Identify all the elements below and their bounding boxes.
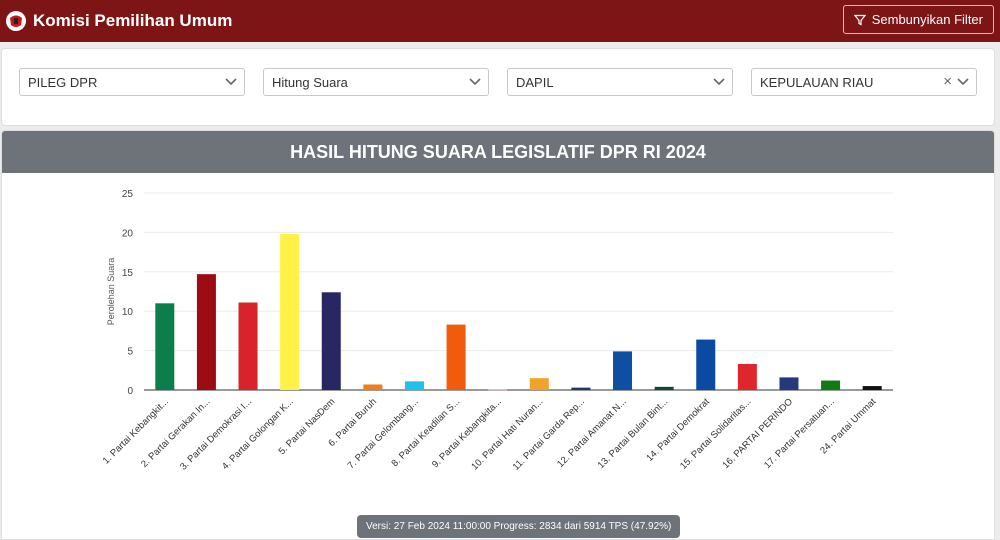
x-tick-label: 17. Partai Persatuan...	[762, 396, 837, 471]
bar-4	[280, 233, 300, 390]
x-tick-label: 4. Partai Golongan K...	[220, 396, 296, 472]
election-select[interactable]: PILEG DPR	[19, 68, 245, 96]
chart-card: HASIL HITUNG SUARA LEGISLATIF DPR RI 202…	[1, 130, 995, 540]
chart-title: HASIL HITUNG SUARA LEGISLATIF DPR RI 202…	[290, 141, 706, 162]
x-tick-label: 10. Partai Hati Nuran...	[469, 396, 545, 472]
bar-13	[654, 386, 674, 390]
level-select-value: DAPIL	[516, 74, 554, 90]
region-select-value: KEPULAUAN RIAU	[760, 74, 874, 90]
bar-3	[238, 302, 258, 390]
clear-icon[interactable]: ×	[943, 73, 952, 90]
bar-8	[446, 324, 466, 390]
y-tick-label: 20	[122, 228, 134, 239]
bar-2	[196, 274, 216, 390]
chevron-down-icon	[225, 78, 237, 86]
bar-15	[737, 363, 757, 390]
version-badge: Versi: 27 Feb 2024 11:00:00 Progress: 28…	[357, 515, 681, 538]
bar-11	[571, 387, 591, 390]
election-select-value: PILEG DPR	[28, 74, 98, 90]
y-axis-label: Perolehan Suara	[106, 258, 116, 326]
bar-6	[363, 384, 383, 390]
level-select[interactable]: DAPIL	[507, 68, 733, 96]
chevron-down-icon	[469, 78, 481, 86]
bar-5	[321, 292, 341, 390]
bar-16	[779, 377, 799, 390]
x-tick-label: 11. Partai Garda Rep...	[511, 396, 587, 472]
y-tick-label: 25	[122, 189, 134, 200]
bar-7	[404, 381, 424, 390]
x-tick-label: 15. Partai Solidaritas...	[678, 396, 753, 471]
chart-header: HASIL HITUNG SUARA LEGISLATIF DPR RI 202…	[2, 131, 994, 173]
y-tick-label: 0	[127, 386, 133, 397]
x-tick-label: 3. Partai Demokrasi I...	[178, 396, 254, 472]
x-tick-label: 7. Partai Gelombang...	[346, 396, 421, 471]
y-tick-label: 15	[122, 268, 134, 279]
filter-panel: PILEG DPR Hitung Suara DAPIL KEPULAUAN R…	[1, 48, 995, 126]
top-bar: Komisi Pemilihan Umum Sembunyikan Filter	[0, 0, 1000, 42]
region-select[interactable]: KEPULAUAN RIAU ×	[751, 68, 977, 96]
x-tick-label: 16. PARTAI PERINDO	[720, 396, 795, 471]
y-tick-label: 10	[122, 307, 134, 318]
bar-14	[696, 339, 716, 390]
bar-17	[821, 380, 841, 390]
bar-10	[529, 378, 549, 390]
hide-filter-label: Sembunyikan Filter	[871, 12, 983, 27]
x-tick-label: 8. Partai Keadilan S...	[389, 396, 462, 469]
bar-1	[155, 303, 175, 390]
x-tick-label: 9. Partai Kebangkita...	[430, 396, 504, 470]
hide-filter-button[interactable]: Sembunyikan Filter	[842, 5, 994, 34]
mode-select-value: Hitung Suara	[272, 74, 348, 90]
version-text: Versi: 27 Feb 2024 11:00:00 Progress: 28…	[366, 521, 672, 532]
x-tick-label: 2. Partai Gerakan In...	[139, 396, 212, 469]
bar-18	[862, 386, 882, 390]
chevron-down-icon	[957, 78, 969, 86]
mode-select[interactable]: Hitung Suara	[263, 68, 489, 96]
chevron-down-icon	[713, 78, 725, 86]
x-tick-label: 12. Partai Amanat N...	[555, 396, 628, 469]
bar-12	[613, 351, 633, 390]
app-title: Komisi Pemilihan Umum	[33, 11, 233, 30]
bar-9	[488, 389, 508, 391]
x-tick-label: 13. Partai Bulan Bint...	[596, 396, 671, 471]
kpu-logo-icon	[6, 11, 26, 31]
filter-icon	[853, 14, 866, 25]
y-tick-label: 5	[127, 347, 133, 358]
